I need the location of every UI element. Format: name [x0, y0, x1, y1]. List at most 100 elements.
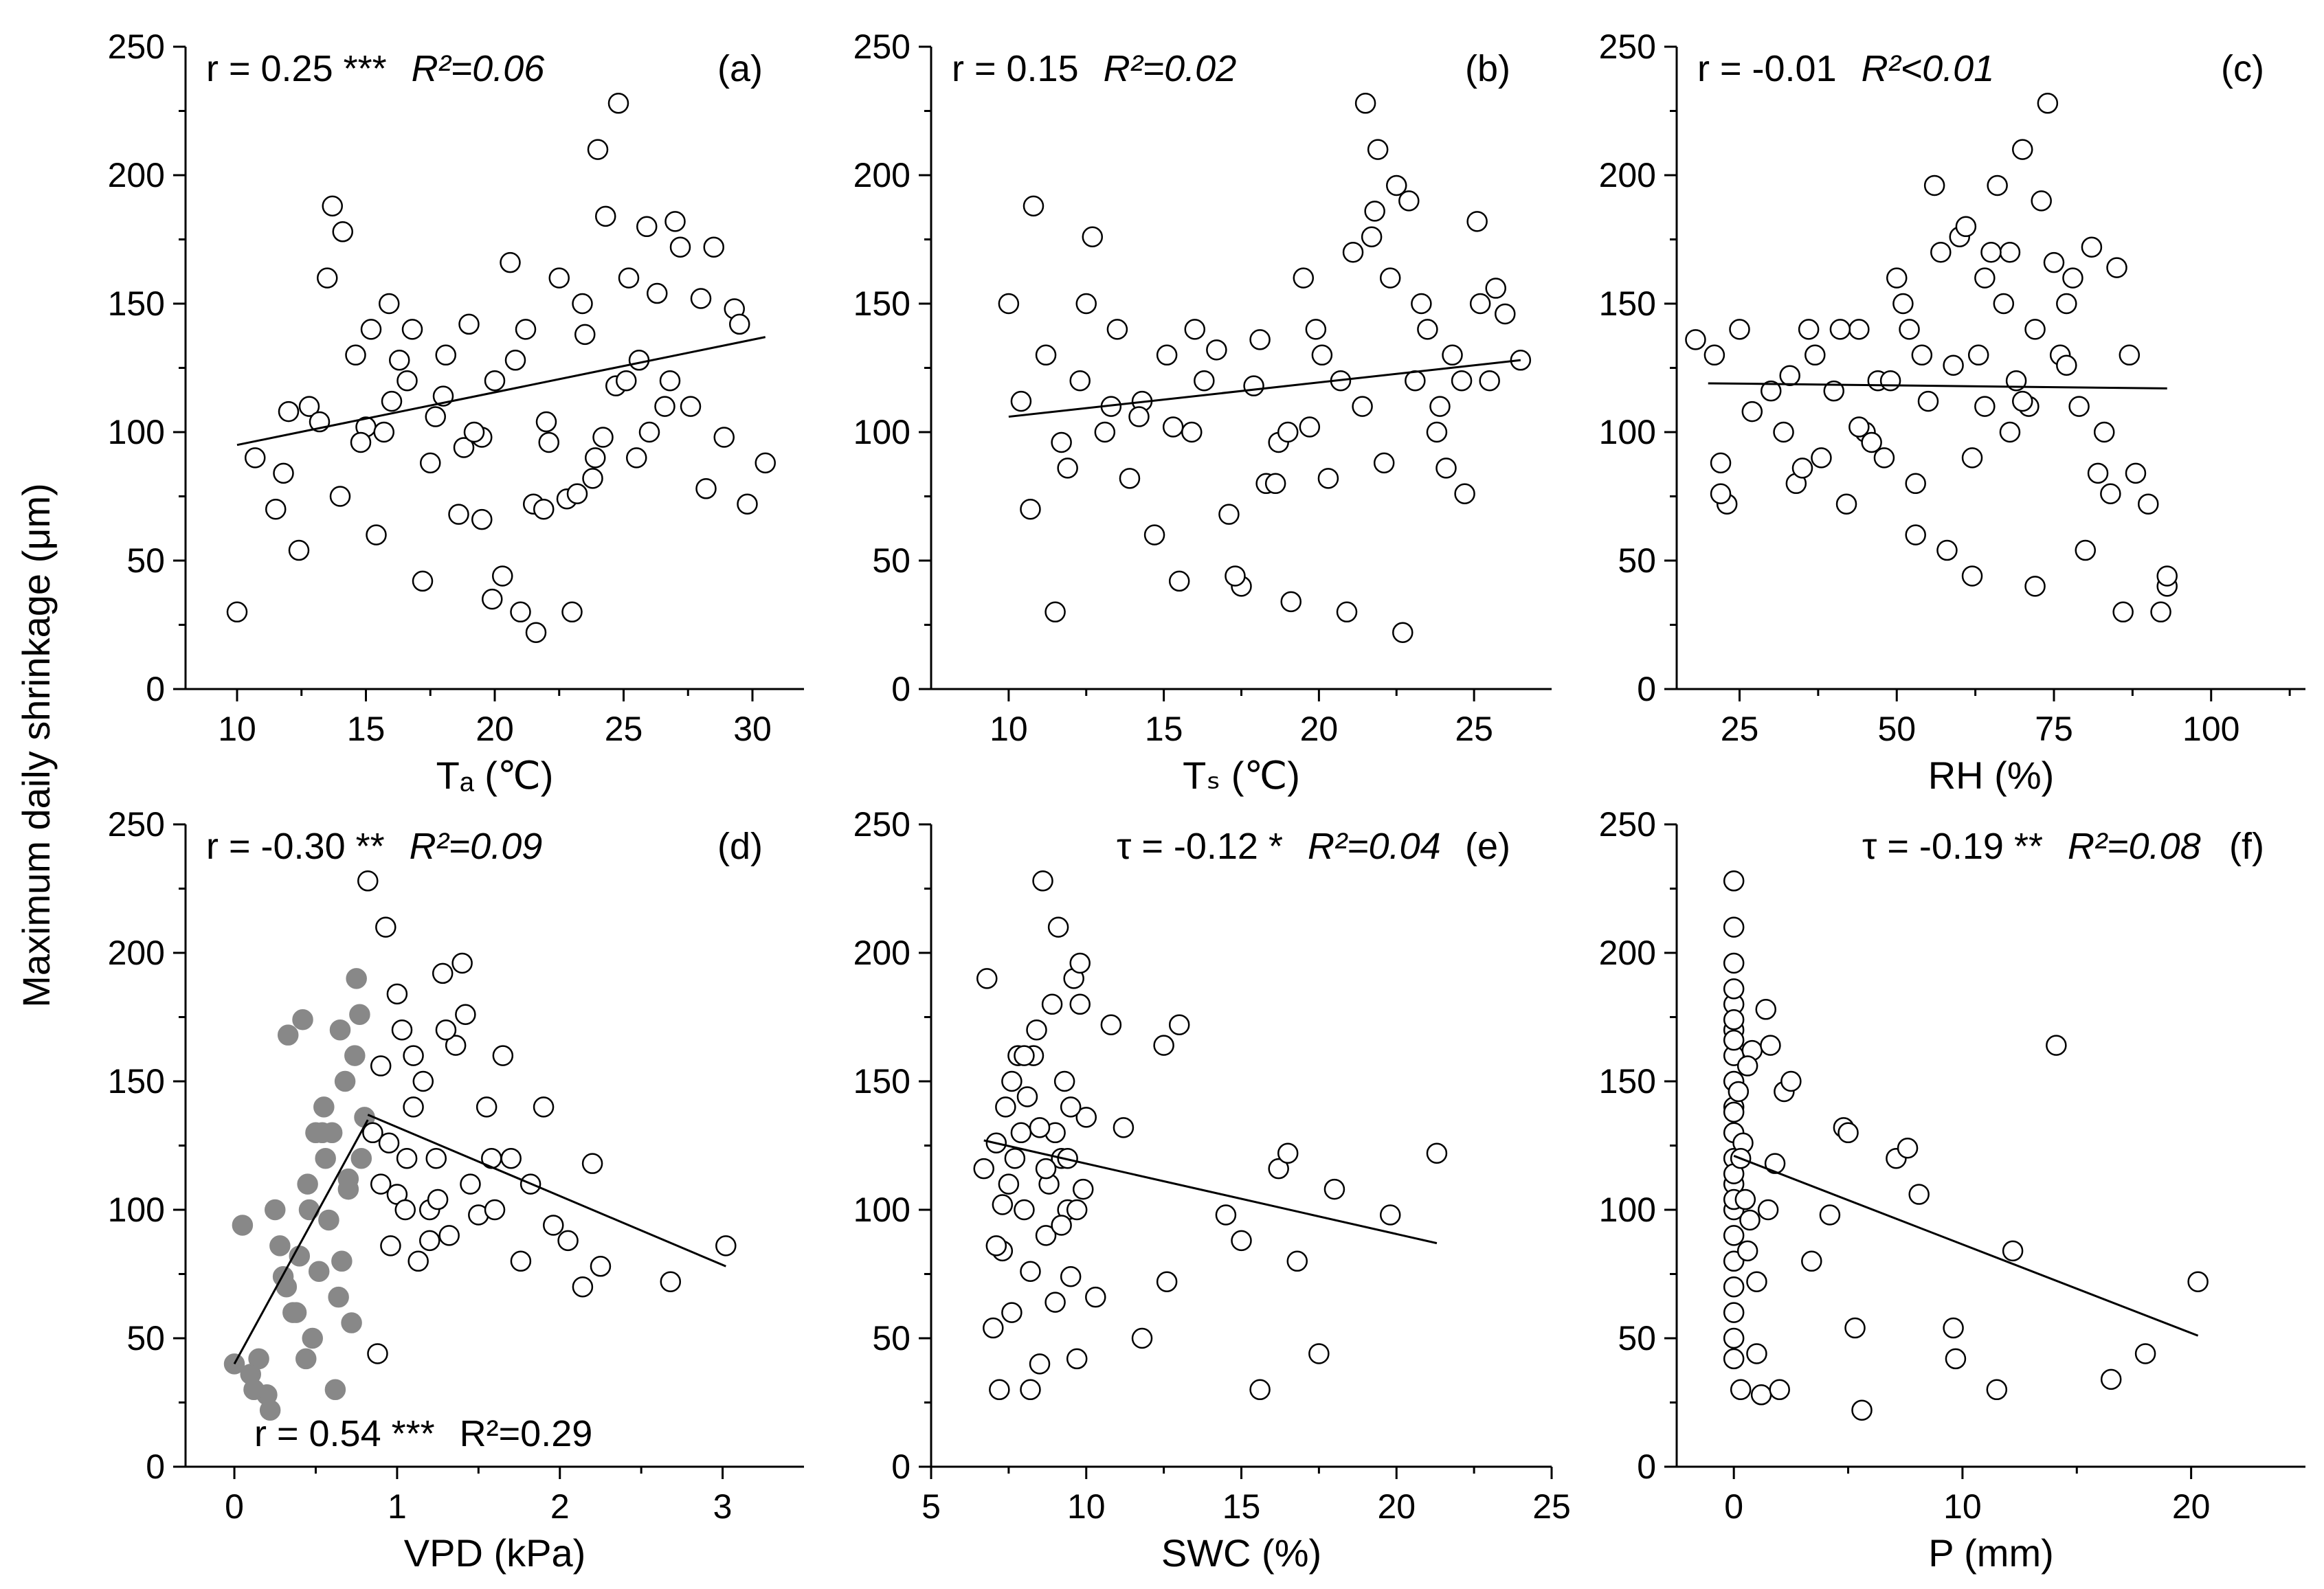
data-point	[1075, 293, 1097, 315]
data-point	[1873, 447, 1895, 469]
data-point	[1323, 1178, 1345, 1200]
data-point	[1851, 1399, 1873, 1421]
data-point	[1311, 344, 1333, 366]
data-point	[1405, 370, 1426, 392]
data-point	[1100, 1014, 1122, 1035]
data-point	[585, 447, 606, 469]
data-point	[983, 1317, 1004, 1339]
filled-point	[349, 1004, 370, 1026]
data-point	[1305, 319, 1327, 340]
data-point	[1986, 1379, 2008, 1401]
filled-point	[302, 1327, 323, 1349]
data-point	[2062, 267, 2083, 289]
open-point	[581, 1153, 603, 1174]
data-point	[245, 447, 266, 469]
data-point	[1479, 370, 1500, 392]
panel-letter: (c)	[2221, 48, 2264, 89]
data-point	[1352, 396, 1373, 417]
data-point	[1791, 458, 1813, 479]
data-point	[1020, 498, 1041, 520]
data-point	[1905, 473, 1926, 495]
panel-b: 0 50 100 150 200 250 10 15 20 25 Tₛ (℃) r = 0.15 R²=…	[853, 27, 1552, 797]
regression-line	[983, 1139, 1438, 1245]
panel-f: 0 50 100 150 200 250 0 10 20 P (mm) τ = -0.19 ** R²…	[1599, 805, 2305, 1575]
filled-point	[344, 1045, 366, 1066]
data-point	[1268, 1158, 1289, 1180]
data-point	[1364, 201, 1385, 222]
open-point	[455, 1004, 476, 1026]
panel-letter: (f)	[2229, 826, 2264, 867]
data-point	[1811, 447, 1832, 469]
filled-point	[297, 1173, 318, 1195]
data-point	[2119, 344, 2141, 366]
open-point	[380, 1235, 401, 1256]
panel-e: 0 50 100 150 200 250 5 10 15 20 25 SWC (%) τ = -0.12…	[853, 805, 1571, 1575]
data-point	[1723, 1302, 1745, 1323]
y-tick-label: 150	[108, 1062, 165, 1101]
data-point	[995, 1096, 1016, 1118]
data-point	[1119, 468, 1141, 489]
data-point	[2100, 483, 2121, 505]
data-point	[1435, 458, 1457, 479]
x-tick-label: 10	[990, 710, 1028, 748]
data-point	[1993, 293, 2015, 315]
data-point	[2150, 601, 2171, 623]
data-point	[360, 319, 382, 340]
y-tick-label: 250	[853, 805, 910, 844]
data-point	[412, 570, 434, 592]
data-point	[1060, 1096, 1082, 1118]
data-point	[1066, 1348, 1088, 1370]
data-point	[1184, 319, 1206, 340]
data-point	[510, 601, 531, 623]
data-point	[680, 396, 702, 417]
data-point	[1943, 354, 1964, 376]
r-squared-annotation-low: R²=0.29	[460, 1413, 593, 1454]
data-point	[448, 504, 469, 525]
data-point	[2012, 390, 2033, 412]
open-point	[500, 1147, 522, 1169]
data-point	[1206, 339, 1227, 361]
x-tick-label: 10	[218, 710, 256, 748]
data-point	[1955, 216, 1977, 238]
data-point	[1761, 380, 1782, 402]
x-tick-label: 20	[1300, 710, 1339, 748]
data-point	[1386, 174, 1407, 196]
data-point	[973, 1158, 995, 1180]
data-point	[1004, 1147, 1026, 1169]
y-tick-label: 0	[1637, 670, 1656, 708]
data-point	[976, 968, 998, 989]
y-tick-label: 250	[853, 27, 910, 66]
open-point	[427, 1188, 449, 1210]
data-point	[1153, 1035, 1174, 1056]
data-point	[1069, 993, 1091, 1015]
y-tick-label: 150	[853, 1062, 910, 1101]
data-point	[1764, 1153, 1786, 1174]
data-point	[1729, 319, 1750, 340]
y-tick-label: 100	[853, 1191, 910, 1229]
data-point	[1014, 1199, 1035, 1221]
data-point	[1961, 447, 1983, 469]
data-point	[1801, 1250, 1822, 1272]
data-point	[1010, 390, 1032, 412]
filled-point	[265, 1199, 286, 1221]
data-point	[998, 293, 1020, 315]
r-squared-annotation: R²=0.09	[410, 826, 543, 867]
x-tick-label: 10	[1943, 1487, 1982, 1526]
open-point	[438, 1225, 460, 1246]
open-point	[572, 1276, 594, 1298]
x-tick-label: 20	[2172, 1487, 2211, 1526]
data-point	[1755, 999, 1777, 1020]
open-point	[391, 1019, 413, 1041]
filled-point	[248, 1348, 269, 1370]
y-tick-label: 100	[108, 1191, 165, 1229]
filled-point	[341, 1312, 362, 1333]
data-point	[2112, 601, 2134, 623]
data-point	[1280, 591, 1301, 613]
open-point	[590, 1256, 612, 1277]
data-point	[1010, 1122, 1032, 1144]
data-point	[1051, 431, 1072, 453]
figure-y-axis-label: Maximum daily shrinkage (μm)	[14, 483, 58, 1008]
data-point	[592, 427, 614, 448]
data-point	[647, 282, 668, 304]
